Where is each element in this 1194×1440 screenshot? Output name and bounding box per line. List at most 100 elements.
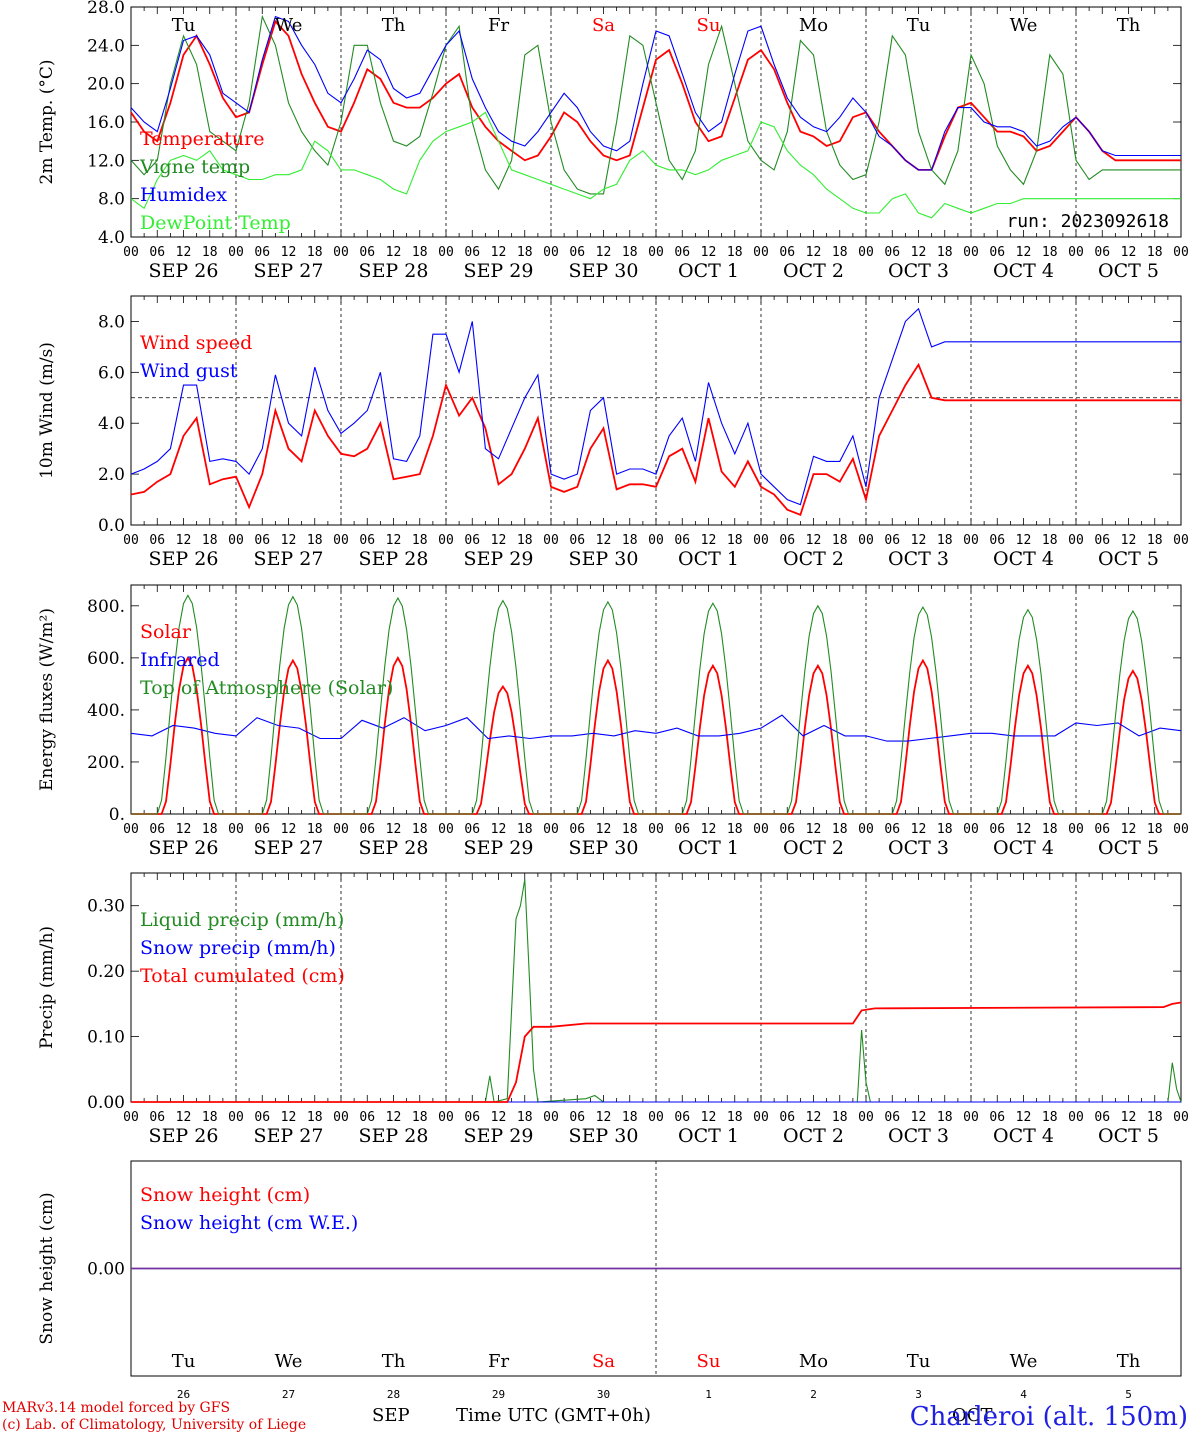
series-line-red: [130, 362, 1181, 516]
date-label: OCT 5: [1098, 837, 1159, 859]
hour-tick-label: 06: [884, 533, 900, 548]
legend-entry: Wind speed: [140, 332, 252, 354]
hour-tick-label: 00: [1173, 1110, 1189, 1125]
y-tick-label: 0.0: [98, 516, 125, 536]
weekday-label: Fr: [488, 1351, 509, 1372]
hour-tick-label: 00: [753, 533, 769, 548]
footer-time-label: Time UTC (GMT+0h): [456, 1405, 651, 1426]
day-number-label: 30: [597, 1388, 610, 1400]
hour-tick-label: 18: [1147, 822, 1163, 837]
day-number-label: 1: [705, 1388, 712, 1400]
lab-credit: (c) Lab. of Climatology, University of L…: [2, 1417, 307, 1433]
weekday-label: Mo: [799, 15, 828, 36]
date-label: SEP 26: [149, 1125, 219, 1147]
date-label: OCT 4: [993, 1125, 1054, 1147]
y-axis-label: 10m Wind (m/s): [37, 342, 57, 479]
hour-tick-label: 12: [701, 245, 717, 260]
hour-tick-label: 12: [281, 822, 297, 837]
hour-tick-label: 06: [779, 245, 795, 260]
hour-tick-label: 18: [832, 822, 848, 837]
date-label: OCT 1: [678, 548, 739, 570]
hour-tick-label: 06: [464, 1110, 480, 1125]
hour-tick-label: 06: [884, 822, 900, 837]
hour-tick-label: 12: [806, 533, 822, 548]
y-tick-label: 8.0: [98, 312, 125, 332]
weekday-label: Th: [1117, 1351, 1141, 1372]
series-line-red: [131, 1001, 1182, 1103]
hour-tick-label: 06: [149, 245, 165, 260]
hour-tick-label: 00: [543, 245, 559, 260]
hour-tick-label: 06: [884, 1110, 900, 1125]
date-label: SEP 26: [149, 260, 219, 282]
hour-tick-label: 18: [307, 1110, 323, 1125]
hour-tick-label: 00: [648, 1110, 664, 1125]
run-label: run: 2023092618: [1006, 211, 1169, 232]
hour-tick-label: 00: [648, 245, 664, 260]
date-label: SEP 29: [464, 548, 534, 570]
hour-tick-label: 00: [648, 822, 664, 837]
hour-tick-label: 18: [412, 822, 428, 837]
hour-tick-label: 00: [123, 245, 139, 260]
date-label: SEP 30: [569, 548, 639, 570]
date-label: SEP 30: [569, 260, 639, 282]
hour-tick-label: 06: [569, 1110, 585, 1125]
day-number-label: 28: [387, 1388, 400, 1400]
hour-tick-label: 12: [176, 533, 192, 548]
hour-tick-label: 06: [359, 822, 375, 837]
y-tick-label: 0.: [109, 805, 125, 825]
hour-tick-label: 06: [254, 1110, 270, 1125]
weekday-label: Sa: [592, 1351, 615, 1372]
weekday-label: We: [275, 1351, 303, 1372]
date-label: OCT 1: [678, 837, 739, 859]
hour-tick-label: 00: [123, 533, 139, 548]
hour-tick-label: 00: [438, 1110, 454, 1125]
date-label: OCT 3: [888, 548, 949, 570]
date-label: SEP 30: [569, 1125, 639, 1147]
y-axis-label: Precip (mm/h): [37, 926, 57, 1049]
hour-tick-label: 12: [806, 245, 822, 260]
hour-tick-label: 12: [806, 1110, 822, 1125]
weekday-label: Su: [697, 1351, 721, 1372]
hour-tick-label: 00: [648, 533, 664, 548]
hour-tick-label: 12: [386, 822, 402, 837]
y-tick-label: 28.0: [87, 0, 125, 18]
hour-tick-label: 00: [438, 533, 454, 548]
hour-tick-label: 00: [333, 1110, 349, 1125]
series-line-blue: [130, 714, 1182, 742]
hour-tick-label: 06: [359, 245, 375, 260]
hour-tick-label: 12: [281, 533, 297, 548]
legend-entry: Snow precip (mm/h): [140, 937, 336, 959]
weekday-label: Tu: [172, 15, 196, 36]
date-label: OCT 2: [783, 837, 844, 859]
weekday-label: Tu: [907, 15, 931, 36]
hour-tick-label: 00: [858, 822, 874, 837]
day-number-label: 3: [915, 1388, 922, 1400]
hour-tick-label: 00: [963, 245, 979, 260]
hour-tick-label: 18: [727, 1110, 743, 1125]
hour-tick-label: 00: [333, 822, 349, 837]
hour-tick-label: 00: [228, 1110, 244, 1125]
hour-tick-label: 18: [622, 822, 638, 837]
hour-tick-label: 00: [1173, 822, 1189, 837]
hour-tick-label: 12: [1016, 1110, 1032, 1125]
hour-tick-label: 06: [1094, 1110, 1110, 1125]
hour-tick-label: 18: [202, 1110, 218, 1125]
hour-tick-label: 06: [254, 245, 270, 260]
y-tick-label: 400.: [87, 701, 125, 721]
weekday-label: Tu: [907, 1351, 931, 1372]
hour-tick-label: 18: [412, 1110, 428, 1125]
hour-tick-label: 00: [753, 822, 769, 837]
hour-tick-label: 12: [176, 1110, 192, 1125]
hour-tick-label: 06: [569, 533, 585, 548]
series-line-green: [484, 879, 1182, 1103]
hour-tick-label: 06: [884, 245, 900, 260]
hour-tick-label: 12: [701, 533, 717, 548]
hour-tick-label: 06: [464, 533, 480, 548]
y-tick-label: 800.: [87, 597, 125, 617]
hour-tick-label: 06: [254, 822, 270, 837]
date-label: SEP 26: [149, 548, 219, 570]
legend-entry: Wind gust: [140, 360, 238, 382]
hour-tick-label: 00: [1068, 1110, 1084, 1125]
y-tick-label: 2.0: [98, 465, 125, 485]
hour-tick-label: 00: [1068, 533, 1084, 548]
